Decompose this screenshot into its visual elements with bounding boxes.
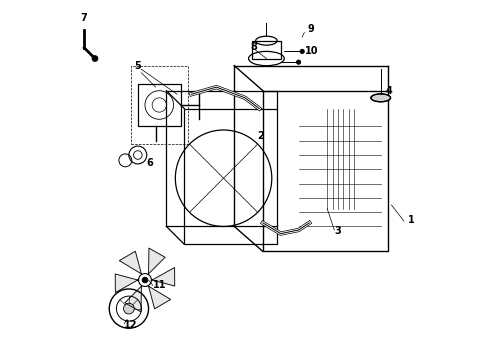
Bar (138, 84, 181, 126)
Ellipse shape (371, 94, 391, 102)
Circle shape (139, 274, 151, 287)
Polygon shape (115, 274, 138, 293)
Text: 10: 10 (305, 46, 318, 56)
Circle shape (296, 60, 301, 64)
Text: 2: 2 (258, 131, 264, 141)
Polygon shape (148, 248, 165, 274)
Text: 12: 12 (124, 320, 138, 329)
Polygon shape (125, 286, 142, 312)
Text: 11: 11 (153, 280, 166, 290)
Bar (252, 41, 281, 59)
Polygon shape (152, 267, 175, 286)
Text: 9: 9 (308, 24, 314, 34)
Circle shape (92, 56, 98, 62)
Circle shape (123, 303, 134, 314)
Text: 4: 4 (386, 86, 393, 96)
Text: 8: 8 (250, 42, 257, 51)
Circle shape (300, 49, 304, 54)
Bar (184, 109, 277, 244)
Polygon shape (148, 286, 171, 309)
Text: 1: 1 (408, 215, 414, 225)
Text: 3: 3 (334, 226, 341, 235)
Circle shape (142, 277, 148, 283)
Bar (263, 91, 388, 251)
Text: 5: 5 (134, 61, 141, 71)
Text: 6: 6 (147, 158, 153, 168)
Text: 7: 7 (81, 13, 87, 23)
Polygon shape (120, 251, 142, 274)
